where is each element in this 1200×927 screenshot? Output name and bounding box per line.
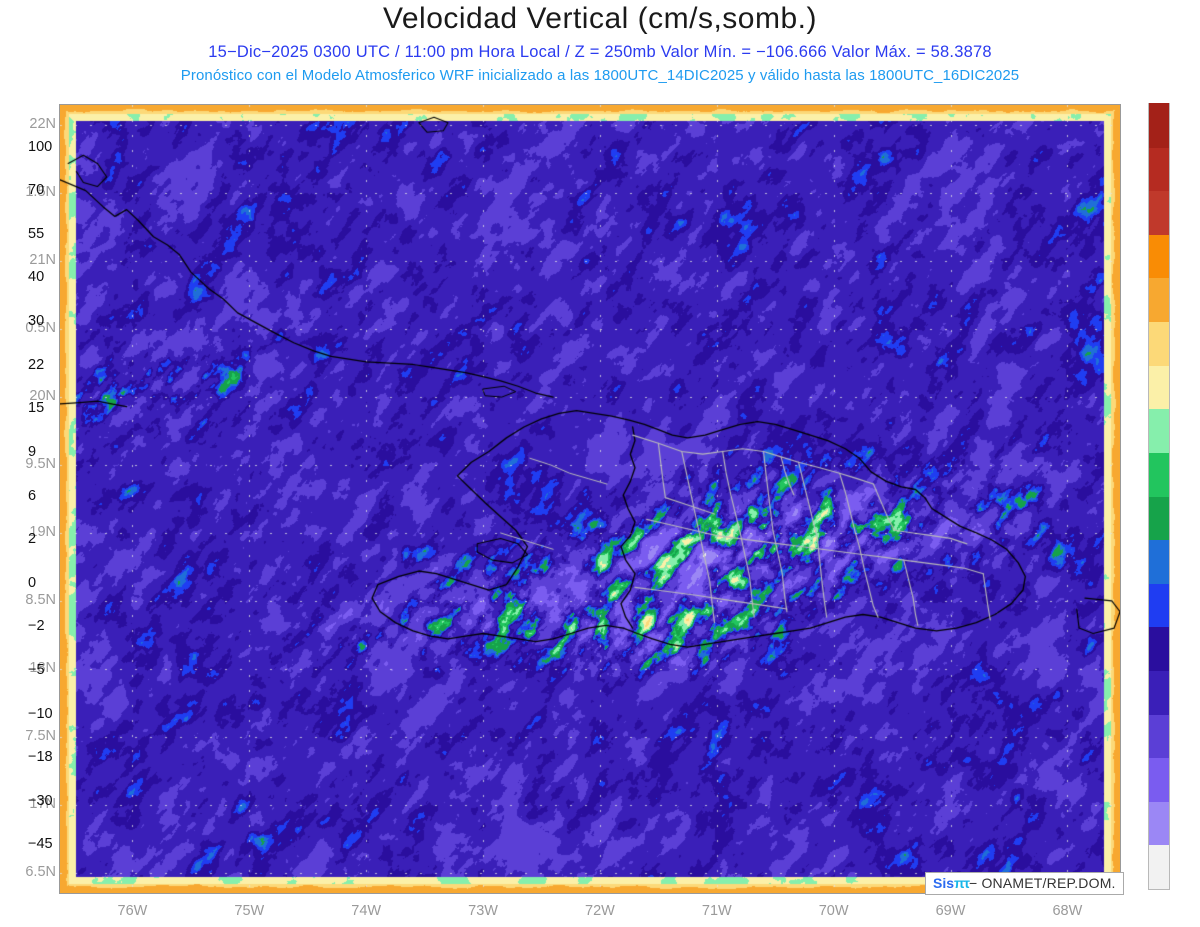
colorbar-tick-minus2: −2 [28,618,45,635]
subtitle-model-run: Pronóstico con el Modelo Atmosferico WRF… [180,67,1020,84]
colorbar-tick-9: 9 [28,443,37,460]
colorbar-tick-minus45: −45 [28,836,53,853]
lon-tick-4: 72W [585,903,615,919]
colorbar-band-10 [1149,408,1169,453]
colorbar-band-14 [1149,234,1169,279]
lat-tick-1: 1.5N [25,184,56,201]
colorbar-tick-70: 70 [28,182,45,199]
colorbar-tick-6: 6 [28,487,37,504]
colorbar-tick-minus10: −10 [28,705,53,722]
colorbar-band-12 [1149,321,1169,366]
colorbar-tick-55: 55 [28,225,45,242]
lat-tick-10: 17N [29,795,56,812]
colorbar-band-6 [1149,583,1169,628]
colorbar-band-9 [1149,452,1169,497]
colorbar-band-2 [1149,757,1169,802]
colorbar[interactable] [1148,103,1170,890]
logo-tt-text: πτ [954,875,970,891]
lat-tick-5: 9.5N [25,456,56,473]
lat-tick-3: 0.5N [25,320,56,337]
colorbar-tick-100: 100 [28,138,53,155]
lon-tick-2: 74W [351,903,382,919]
lon-tick-5: 71W [701,903,732,919]
lon-tick-6: 70W [818,903,849,919]
lat-tick-8: 18N [29,659,56,676]
colorbar-band-4 [1149,670,1169,715]
lat-tick-0: 22N [29,116,56,133]
colorbar-tick-22: 22 [28,356,45,373]
lon-tick-8: 68W [1052,903,1083,919]
colorbar-tick-40: 40 [28,269,45,286]
colorbar-tick-30: 30 [28,313,45,330]
colorbar-band-17 [1149,103,1169,148]
colorbar-band-3 [1149,713,1169,759]
colorbar-tick-15: 15 [28,400,45,417]
logo-agency-text: − ONAMET/REP.DOM. [968,875,1116,891]
colorbar-band-1 [1149,801,1169,846]
colorbar-tick-2: 2 [28,531,37,548]
page-title: Velocidad Vertical (cm/s,somb.) [383,2,817,35]
colorbar-band-5 [1149,626,1169,671]
lon-tick-1: 75W [234,903,265,919]
colorbar-tick-0: 0 [28,574,37,591]
colorbar-band-0 [1149,844,1169,889]
subtitle-valid-time: 15−Dic−2025 0300 UTC / 11:00 pm Hora Loc… [208,43,992,61]
lat-tick-4: 20N [29,388,56,405]
lat-tick-2: 21N [29,252,56,269]
colorbar-tick-minus5: −5 [28,661,45,678]
colorbar-band-7 [1149,539,1169,584]
lat-tick-7: 8.5N [25,591,56,608]
colorbar-band-13 [1149,277,1169,323]
colorbar-band-8 [1149,495,1169,541]
lon-tick-0: 76W [117,903,148,919]
attribution-logo: Sisπτ− ONAMET/REP.DOM. [925,872,1124,896]
colorbar-tick-minus30: −30 [28,792,53,809]
vertical-velocity-field [60,105,1120,893]
lat-tick-11: 6.5N [25,863,56,880]
logo-sis-text: Sis [933,875,955,891]
lat-tick-9: 7.5N [25,727,56,744]
lon-tick-3: 73W [468,903,498,919]
colorbar-tick-minus18: −18 [28,749,53,766]
colorbar-band-16 [1149,147,1169,192]
lat-tick-6: 19N [29,523,56,540]
map-plot-area[interactable] [60,105,1120,893]
colorbar-band-15 [1149,190,1169,235]
colorbar-band-11 [1149,365,1169,410]
lon-tick-7: 69W [935,903,966,919]
